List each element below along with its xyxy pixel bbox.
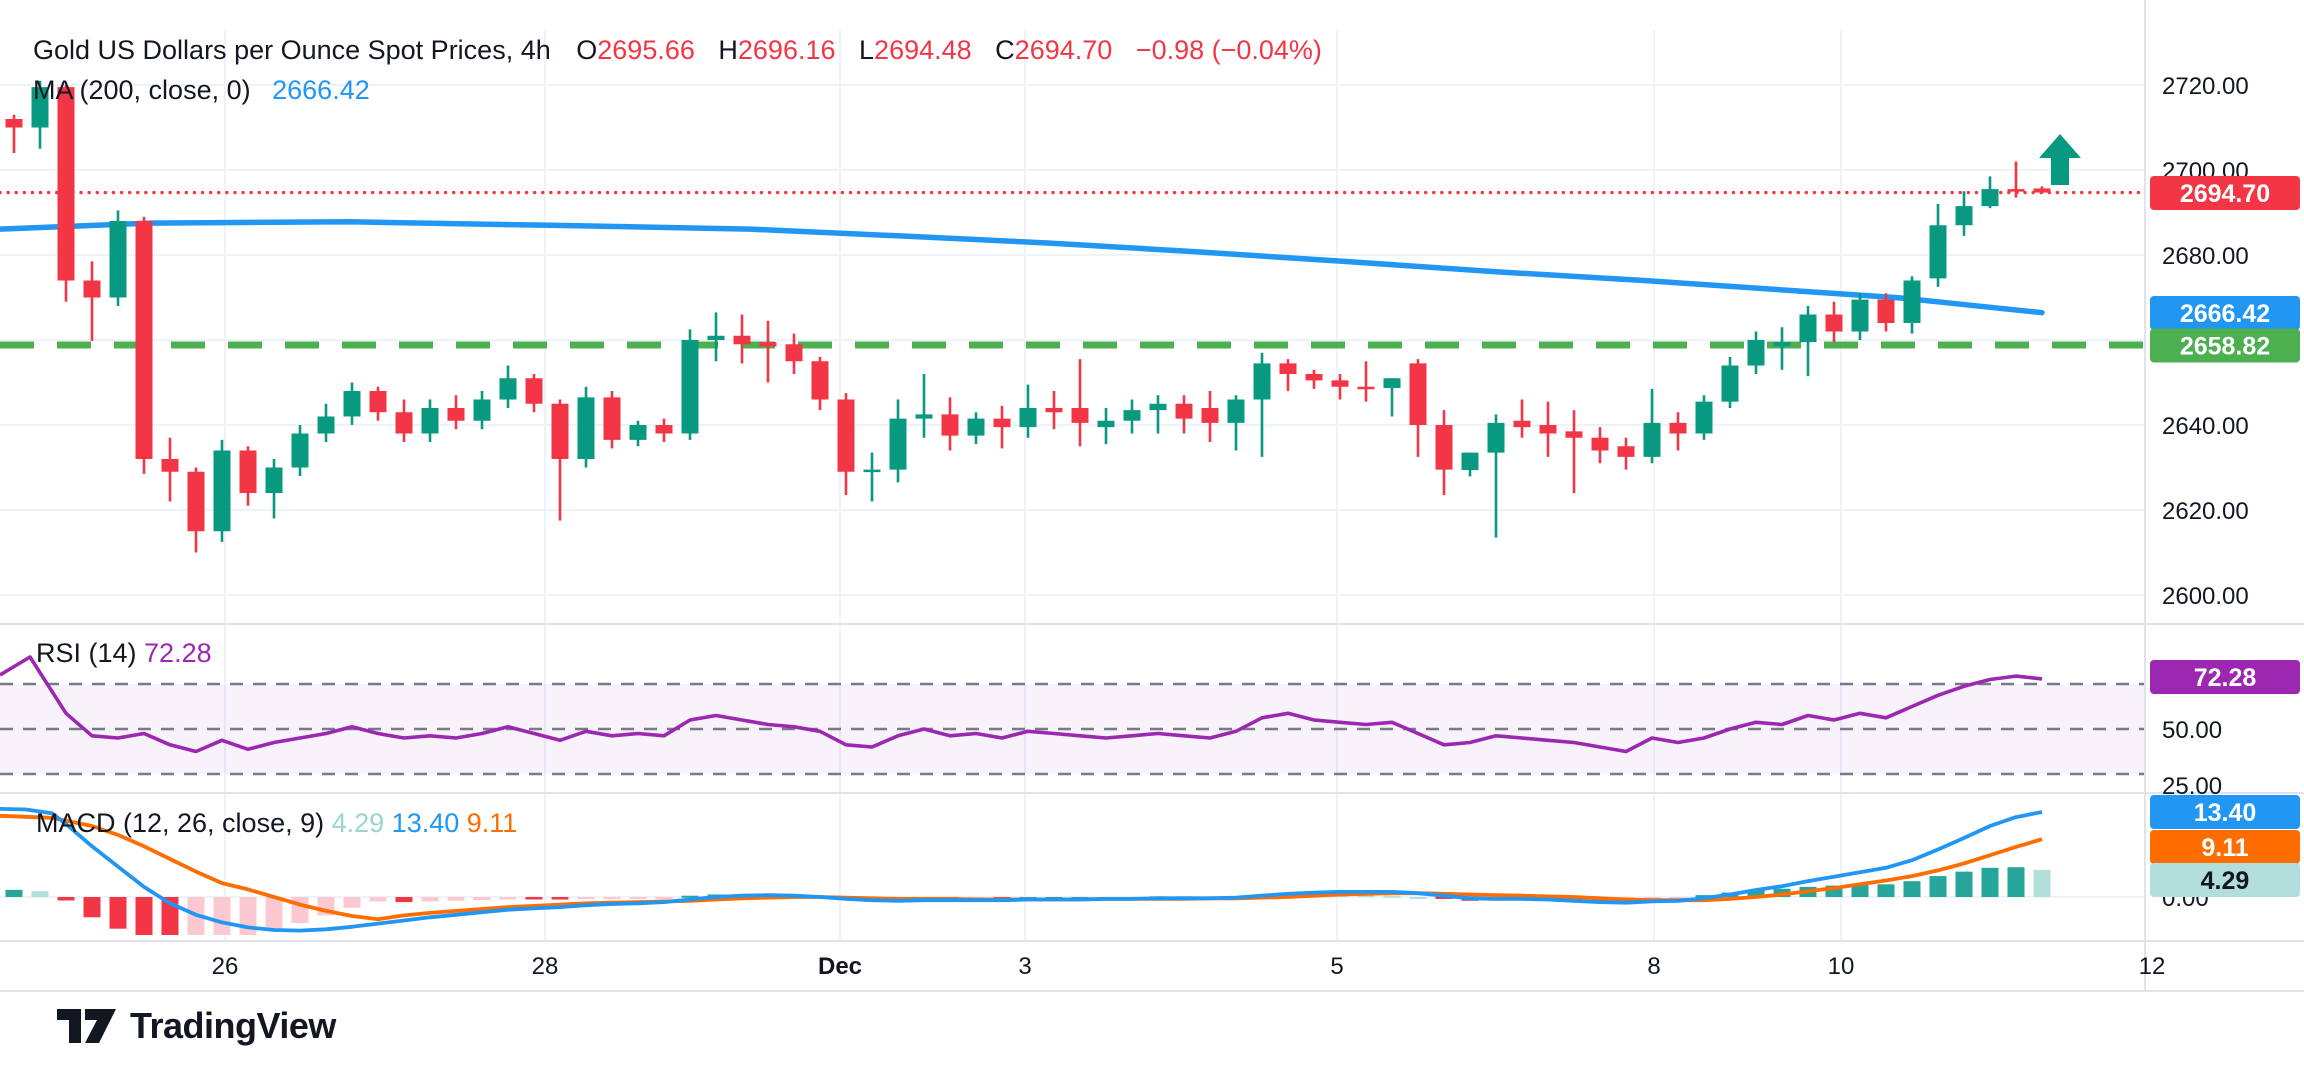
rsi-line [0,655,2043,754]
candlesticks [5,80,2051,553]
price-axis-labels: 2720.002700.002680.002640.002620.002600.… [2162,73,2249,912]
svg-text:72.28: 72.28 [2194,664,2257,692]
ohlc-open: O2695.66 [576,35,695,65]
svg-text:2666.42: 2666.42 [2180,300,2270,328]
axis-badge-ma-value: 2666.42 [2150,296,2300,330]
tradingview-logo-text: TradingView [130,1005,336,1046]
macd-main-line [0,807,2043,933]
svg-text:5: 5 [1330,953,1343,980]
svg-text:12: 12 [2139,953,2166,980]
rsi-band [0,682,2145,776]
ohlc-high: H2696.16 [718,35,836,65]
gridlines [0,30,2145,941]
svg-text:50.00: 50.00 [2162,717,2222,744]
svg-text:13.40: 13.40 [2194,799,2257,827]
ma-line [0,219,2045,316]
svg-text:2640.00: 2640.00 [2162,413,2249,440]
svg-text:RSI (14) 72.28: RSI (14) 72.28 [36,638,212,668]
ohlc-low: L2694.48 [859,35,972,65]
svg-text:2720.00: 2720.00 [2162,73,2249,100]
svg-text:3: 3 [1018,953,1031,980]
axis-badge-support-level: 2658.82 [2150,328,2300,363]
svg-text:10: 10 [1828,953,1855,980]
up-arrow-icon [2039,134,2081,185]
svg-text:2620.00: 2620.00 [2162,498,2249,525]
svg-text:8: 8 [1647,953,1660,980]
ma-legend-row[interactable]: MA (200, close, 0) 2666.42 [33,70,1322,110]
svg-text:2658.82: 2658.82 [2180,333,2270,361]
indicator-legends: RSI (14) 72.28 MACD (12, 26, close, 9) 4.… [36,638,517,838]
svg-text:2680.00: 2680.00 [2162,243,2249,270]
svg-text:2600.00: 2600.00 [2162,583,2249,610]
tradingview-logo-icon [57,1009,116,1043]
symbol-legend-row[interactable]: Gold US Dollars per Ounce Spot Prices, 4… [33,30,1322,70]
svg-text:Dec: Dec [818,953,862,980]
axis-badge-signal-value: 9.11 [2150,830,2300,864]
axis-badge-rsi-value: 72.28 [2150,660,2300,694]
ma-value: 2666.42 [272,75,370,105]
svg-text:28: 28 [532,953,559,980]
price-change: −0.98 (−0.04%) [1135,35,1322,65]
panel-separators [0,0,2304,992]
axis-badge-hist-value: 4.29 [2150,863,2300,897]
svg-text:4.29: 4.29 [2201,867,2250,895]
tradingview-logo[interactable]: TradingView [56,1002,336,1050]
axis-badges: 2694.70 2666.42 2658.82 72.28 13.40 9.11 4.29 [2150,176,2300,897]
symbol-title: Gold US Dollars per Ounce Spot Prices, 4… [33,35,551,65]
axis-badge-macd-value: 13.40 [2150,795,2300,829]
svg-text:2694.70: 2694.70 [2180,180,2270,208]
ohlc-close: C2694.70 [995,35,1113,65]
svg-text:MACD (12, 26, close, 9) 4.29: MACD (12, 26, close, 9) 4.29 13.40 9.11 [36,808,517,838]
axis-badge-current-price: 2694.70 [2150,176,2300,210]
svg-text:9.11: 9.11 [2201,834,2248,862]
svg-text:26: 26 [212,953,239,980]
time-axis-labels: 26 28 Dec 3 5 8 10 12 [212,953,2166,980]
chart-legend: Gold US Dollars per Ounce Spot Prices, 4… [33,30,1322,110]
ma-label: MA (200, close, 0) [33,75,251,105]
